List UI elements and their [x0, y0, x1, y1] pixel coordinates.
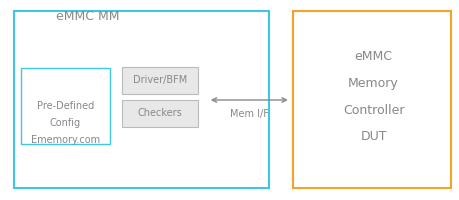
Text: eMMC: eMMC — [354, 49, 392, 62]
Text: Pre-Defined: Pre-Defined — [37, 101, 94, 111]
Text: Controller: Controller — [342, 104, 403, 116]
Text: Checkers: Checkers — [137, 108, 182, 118]
FancyBboxPatch shape — [122, 100, 197, 127]
Text: Driver/BFM: Driver/BFM — [133, 75, 187, 85]
FancyBboxPatch shape — [122, 67, 197, 94]
Text: Config: Config — [50, 118, 81, 128]
Text: eMMC MM: eMMC MM — [56, 10, 119, 23]
Text: Memory: Memory — [347, 76, 398, 90]
Text: Mem I/F: Mem I/F — [230, 109, 268, 119]
Text: Ememory.com: Ememory.com — [31, 135, 100, 145]
Text: DUT: DUT — [359, 131, 386, 144]
